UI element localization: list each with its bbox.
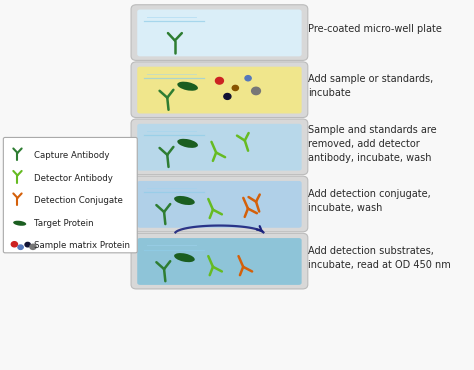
Text: Pre-coated micro-well plate: Pre-coated micro-well plate	[308, 24, 442, 34]
Circle shape	[18, 245, 23, 249]
FancyBboxPatch shape	[137, 124, 301, 171]
Text: Add sample or standards,
incubate: Add sample or standards, incubate	[308, 74, 433, 98]
Ellipse shape	[177, 139, 198, 148]
Text: Add detection substrates,
incubate, read at OD 450 nm: Add detection substrates, incubate, read…	[308, 246, 451, 270]
Ellipse shape	[174, 196, 195, 205]
FancyBboxPatch shape	[131, 233, 308, 289]
Circle shape	[216, 77, 223, 84]
FancyBboxPatch shape	[131, 5, 308, 60]
Text: Add detection conjugate,
incubate, wash: Add detection conjugate, incubate, wash	[308, 189, 430, 213]
Ellipse shape	[174, 253, 195, 262]
FancyBboxPatch shape	[131, 119, 308, 175]
FancyBboxPatch shape	[137, 238, 301, 285]
FancyBboxPatch shape	[131, 176, 308, 232]
Text: Detector Antibody: Detector Antibody	[34, 174, 113, 183]
Circle shape	[245, 75, 251, 81]
FancyBboxPatch shape	[137, 67, 301, 114]
Circle shape	[30, 244, 36, 249]
Text: Sample and standards are
removed, add detector
antibody, incubate, wash: Sample and standards are removed, add de…	[308, 125, 437, 162]
FancyBboxPatch shape	[3, 137, 137, 253]
Text: Capture Antibody: Capture Antibody	[34, 151, 109, 160]
Circle shape	[11, 242, 18, 247]
FancyBboxPatch shape	[137, 10, 301, 56]
Text: Target Protein: Target Protein	[34, 219, 93, 228]
FancyBboxPatch shape	[131, 62, 308, 118]
Ellipse shape	[177, 82, 198, 91]
Ellipse shape	[13, 221, 26, 226]
Circle shape	[232, 85, 238, 91]
Circle shape	[252, 87, 260, 95]
Text: Sample matrix Protein: Sample matrix Protein	[34, 241, 130, 250]
Circle shape	[25, 242, 30, 247]
FancyBboxPatch shape	[137, 181, 301, 228]
Circle shape	[224, 94, 231, 100]
Text: Detection Conjugate: Detection Conjugate	[34, 196, 123, 205]
